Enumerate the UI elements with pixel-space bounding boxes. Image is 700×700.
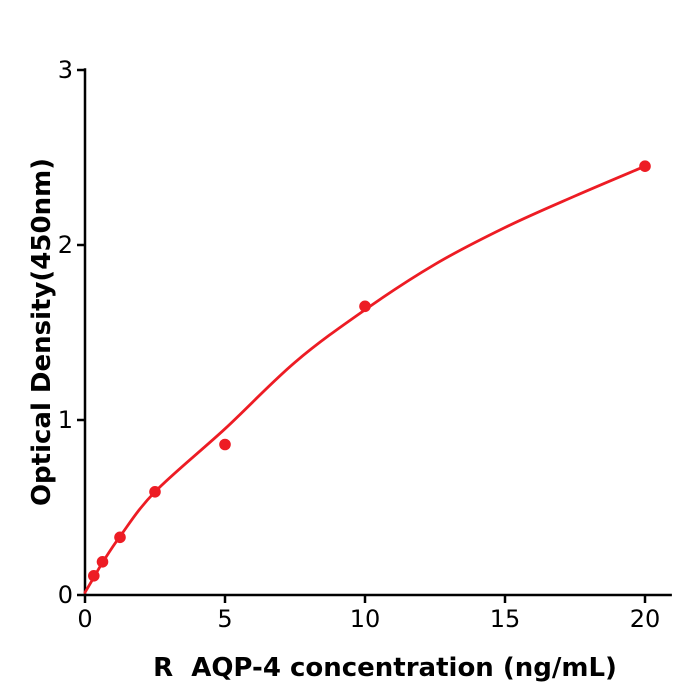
data-point (149, 486, 161, 498)
data-point (639, 160, 651, 172)
y-axis-tick-label: 2 (58, 231, 73, 259)
y-axis-tick-label: 3 (58, 56, 73, 84)
y-axis-tick-label: 1 (58, 406, 73, 434)
x-axis-tick-label: 15 (490, 605, 521, 633)
x-axis-tick-label: 0 (77, 605, 92, 633)
data-point (88, 570, 100, 582)
x-axis-tick-label: 10 (350, 605, 381, 633)
x-axis-tick-label: 5 (217, 605, 232, 633)
x-axis-tick-label: 20 (630, 605, 661, 633)
x-axis-title: R AQP-4 concentration (ng/mL) (153, 653, 617, 683)
data-point (114, 531, 126, 544)
y-axis-tick-label: 0 (58, 581, 73, 609)
fit-curve-line (83, 164, 647, 594)
axis-spines (83, 68, 672, 597)
data-point (219, 438, 231, 451)
data-point (96, 556, 109, 568)
data-point (359, 300, 371, 313)
y-axis-title: Optical Density(450nm) (27, 157, 57, 507)
